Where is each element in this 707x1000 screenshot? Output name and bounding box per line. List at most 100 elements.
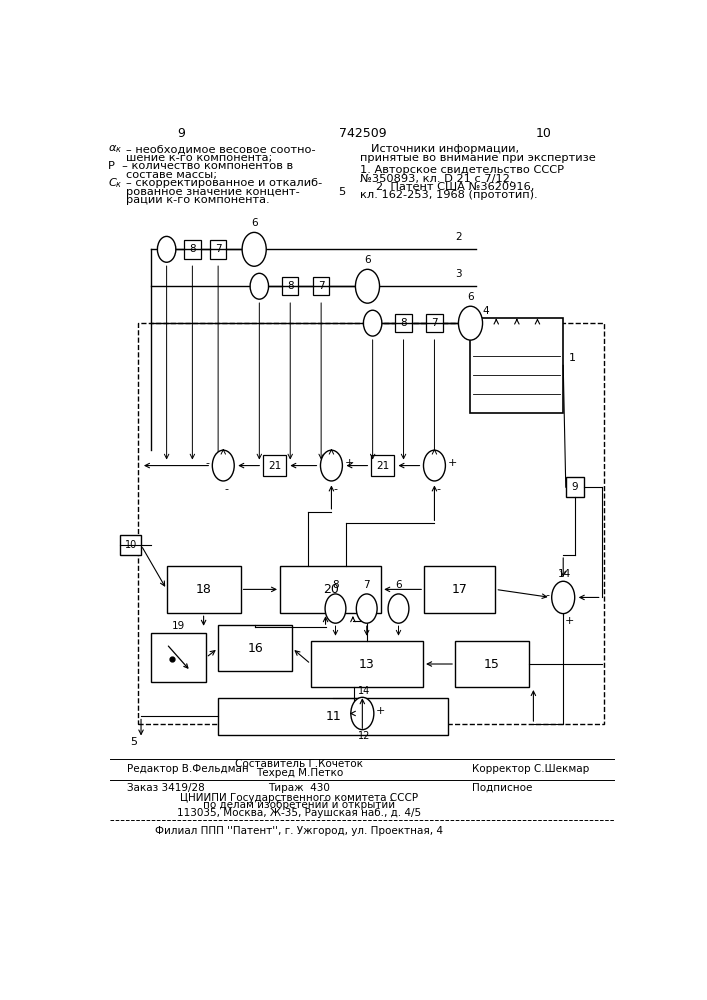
Text: Подписное: Подписное: [472, 783, 532, 793]
Text: ЦНИИПИ Государственного комитета СССР: ЦНИИПИ Государственного комитета СССР: [180, 793, 419, 803]
Text: Заказ 3419/28: Заказ 3419/28: [127, 783, 204, 793]
Text: по делам изобретений и открытий: по делам изобретений и открытий: [204, 800, 395, 810]
Text: 6: 6: [251, 218, 257, 228]
Bar: [280, 566, 381, 613]
Text: Тираж  430: Тираж 430: [269, 783, 330, 793]
Bar: [218, 698, 448, 735]
Text: 6: 6: [395, 580, 402, 590]
Circle shape: [363, 310, 382, 336]
Bar: [151, 633, 206, 682]
Text: 6: 6: [467, 292, 474, 302]
Text: Составитель Г.Кочеток: Составитель Г.Кочеток: [235, 759, 363, 769]
Text: 1: 1: [568, 353, 575, 363]
Bar: [218, 625, 292, 671]
Text: Техред М.Петко: Техред М.Петко: [256, 768, 343, 778]
Text: №350893, кл. D 21 с 7/12.: №350893, кл. D 21 с 7/12.: [360, 174, 513, 184]
Text: -: -: [546, 590, 549, 600]
Text: 3: 3: [455, 269, 462, 279]
Bar: [424, 566, 496, 613]
Bar: [311, 641, 423, 687]
Circle shape: [242, 232, 267, 266]
Circle shape: [158, 236, 176, 262]
Bar: [167, 566, 240, 613]
Text: Источники информации,: Источники информации,: [370, 144, 519, 154]
Text: 2. Патент США №3620916,: 2. Патент США №3620916,: [376, 182, 534, 192]
Circle shape: [212, 450, 234, 481]
Circle shape: [325, 594, 346, 623]
Text: 16: 16: [247, 642, 263, 655]
Text: +: +: [565, 616, 574, 626]
Bar: [184, 240, 201, 259]
Text: – скорректированное и откалиб-: – скорректированное и откалиб-: [126, 178, 322, 188]
Text: 14: 14: [358, 686, 370, 696]
Text: 15: 15: [484, 658, 500, 671]
Circle shape: [388, 594, 409, 623]
Text: 8: 8: [400, 318, 407, 328]
Text: 8: 8: [332, 580, 339, 590]
Text: 13: 13: [359, 658, 375, 671]
Text: рованное значение концент-: рованное значение концент-: [126, 187, 299, 197]
Bar: [470, 318, 563, 413]
Text: 9: 9: [572, 482, 578, 492]
Circle shape: [320, 450, 342, 481]
Text: 113035, Москва, Ж-35, Раушская наб., д. 4/5: 113035, Москва, Ж-35, Раушская наб., д. …: [177, 808, 421, 818]
Text: 8: 8: [189, 244, 196, 254]
Text: 14: 14: [559, 569, 571, 579]
Text: 2: 2: [455, 232, 462, 242]
Text: – необходимое весовое соотно-: – необходимое весовое соотно-: [126, 144, 315, 154]
Text: 8: 8: [287, 281, 293, 291]
Text: рации к-го компонента.: рации к-го компонента.: [126, 195, 269, 205]
Bar: [313, 277, 329, 295]
Text: 19: 19: [172, 621, 185, 631]
Bar: [455, 641, 529, 687]
Text: 20: 20: [322, 583, 339, 596]
Text: +: +: [448, 458, 457, 468]
Text: 21: 21: [376, 461, 390, 471]
Bar: [395, 314, 411, 332]
Text: 21: 21: [268, 461, 281, 471]
Text: 9: 9: [177, 127, 185, 140]
Text: 4: 4: [482, 306, 489, 316]
Text: 12: 12: [358, 731, 370, 741]
Circle shape: [250, 273, 269, 299]
Text: 742509: 742509: [339, 127, 386, 140]
Circle shape: [423, 450, 445, 481]
Text: составе массы;: составе массы;: [126, 170, 217, 180]
Text: кл. 162-253, 1968 (прототип).: кл. 162-253, 1968 (прототип).: [360, 190, 537, 200]
Text: $C_к$: $C_к$: [107, 176, 122, 190]
Text: $\alpha_к$: $\alpha_к$: [107, 143, 122, 155]
Circle shape: [356, 269, 380, 303]
Text: принятые во внимание при экспертизе: принятые во внимание при экспертизе: [360, 153, 595, 163]
Text: Корректор С.Шекмар: Корректор С.Шекмар: [472, 764, 589, 774]
Text: 5: 5: [130, 737, 137, 747]
Circle shape: [351, 697, 374, 730]
Bar: [426, 314, 443, 332]
Text: 7: 7: [363, 580, 370, 590]
Text: 6: 6: [364, 255, 370, 265]
Text: Редактор В.Фельдман: Редактор В.Фельдман: [127, 764, 248, 774]
Text: 1. Авторское свидетельство СССР: 1. Авторское свидетельство СССР: [360, 165, 563, 175]
Text: 10: 10: [124, 540, 136, 550]
Text: шение к-го компонента;: шение к-го компонента;: [126, 153, 272, 163]
Text: 7: 7: [431, 318, 438, 328]
Text: 11: 11: [325, 710, 341, 723]
Bar: [139, 323, 604, 724]
Text: 10: 10: [535, 127, 551, 140]
Text: -: -: [225, 484, 229, 494]
Circle shape: [356, 594, 377, 623]
Bar: [371, 455, 395, 476]
Bar: [263, 455, 286, 476]
Text: 7: 7: [215, 244, 221, 254]
Circle shape: [458, 306, 483, 340]
Text: -: -: [436, 484, 440, 494]
Bar: [210, 240, 226, 259]
Text: 17: 17: [452, 583, 468, 596]
Text: -: -: [333, 484, 337, 494]
Text: P  – количество компонентов в: P – количество компонентов в: [107, 161, 293, 171]
Bar: [566, 477, 585, 497]
Text: +: +: [344, 458, 354, 468]
Circle shape: [551, 581, 575, 614]
Text: +: +: [376, 706, 385, 716]
Text: -: -: [205, 458, 209, 468]
Bar: [282, 277, 298, 295]
